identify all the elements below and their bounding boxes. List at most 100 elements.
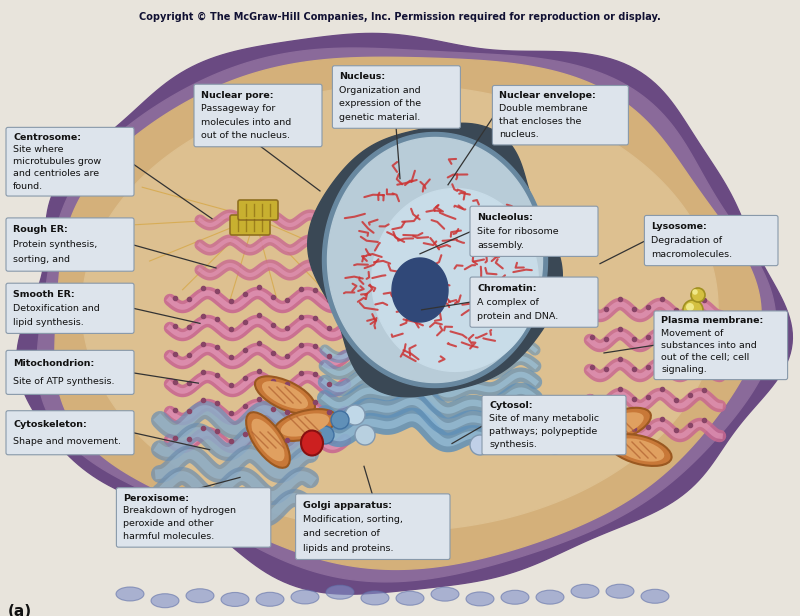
Ellipse shape — [616, 439, 664, 461]
Text: harmful molecules.: harmful molecules. — [123, 532, 214, 541]
Text: Smooth ER:: Smooth ER: — [13, 290, 74, 299]
Text: Nuclear envelope:: Nuclear envelope: — [499, 91, 596, 100]
Ellipse shape — [703, 343, 710, 351]
Text: (a): (a) — [8, 604, 32, 616]
Ellipse shape — [608, 434, 672, 466]
Text: Rough ER:: Rough ER: — [13, 225, 68, 234]
Text: signaling.: signaling. — [661, 365, 706, 374]
Text: Detoxification and: Detoxification and — [13, 304, 100, 313]
Text: sorting, and: sorting, and — [13, 255, 70, 264]
FancyBboxPatch shape — [6, 218, 134, 271]
Polygon shape — [37, 48, 776, 582]
Ellipse shape — [221, 593, 249, 606]
Ellipse shape — [700, 326, 706, 332]
Text: out of the cell; cell: out of the cell; cell — [661, 353, 750, 362]
Text: pathways; polypeptide: pathways; polypeptide — [489, 427, 598, 436]
Text: peroxide and other: peroxide and other — [123, 519, 214, 529]
Text: Protein synthesis,: Protein synthesis, — [13, 240, 98, 249]
Ellipse shape — [692, 289, 698, 295]
Text: Modification, sorting,: Modification, sorting, — [302, 515, 402, 524]
Text: Site of many metabolic: Site of many metabolic — [489, 414, 599, 423]
Ellipse shape — [331, 411, 349, 429]
Polygon shape — [17, 33, 792, 594]
Text: macromolecules.: macromolecules. — [651, 250, 733, 259]
Text: out of the nucleus.: out of the nucleus. — [201, 131, 290, 140]
Text: Golgi apparatus:: Golgi apparatus: — [302, 501, 392, 509]
Text: that encloses the: that encloses the — [499, 117, 582, 126]
Text: microtubules grow: microtubules grow — [13, 157, 101, 166]
Ellipse shape — [255, 376, 315, 414]
Polygon shape — [372, 188, 538, 371]
Text: Mitochondrion:: Mitochondrion: — [13, 359, 94, 368]
Ellipse shape — [466, 592, 494, 606]
FancyBboxPatch shape — [6, 283, 134, 333]
Text: and centrioles are: and centrioles are — [13, 169, 99, 179]
Ellipse shape — [571, 584, 599, 598]
Ellipse shape — [345, 405, 365, 425]
Ellipse shape — [470, 435, 490, 455]
Text: Site for ribosome: Site for ribosome — [477, 227, 558, 236]
Text: substances into and: substances into and — [661, 341, 757, 350]
Polygon shape — [82, 85, 718, 531]
Text: and secretion of: and secretion of — [302, 529, 379, 538]
Text: Nucleus:: Nucleus: — [339, 72, 386, 81]
Polygon shape — [308, 123, 562, 397]
Ellipse shape — [596, 412, 644, 438]
FancyBboxPatch shape — [645, 216, 778, 265]
Ellipse shape — [536, 590, 564, 604]
Text: Movement of: Movement of — [661, 328, 723, 338]
Text: Chromatin:: Chromatin: — [477, 283, 537, 293]
Polygon shape — [327, 137, 542, 383]
Ellipse shape — [396, 591, 424, 606]
Ellipse shape — [701, 341, 719, 359]
FancyBboxPatch shape — [194, 84, 322, 147]
Text: molecules into and: molecules into and — [201, 118, 291, 127]
Text: Peroxisome:: Peroxisome: — [123, 493, 190, 503]
Text: Double membrane: Double membrane — [499, 104, 588, 113]
Text: Passageway for: Passageway for — [201, 104, 275, 113]
Text: Degradation of: Degradation of — [651, 236, 722, 245]
Ellipse shape — [501, 590, 529, 604]
Ellipse shape — [262, 381, 308, 409]
Ellipse shape — [246, 412, 290, 468]
Ellipse shape — [606, 584, 634, 598]
FancyBboxPatch shape — [492, 86, 629, 145]
Ellipse shape — [536, 421, 554, 439]
Ellipse shape — [431, 587, 459, 601]
Ellipse shape — [698, 324, 714, 340]
Ellipse shape — [355, 425, 375, 445]
Text: Breakdown of hydrogen: Breakdown of hydrogen — [123, 506, 237, 516]
Ellipse shape — [691, 288, 705, 302]
Text: Cytosol:: Cytosol: — [489, 401, 533, 410]
Ellipse shape — [274, 409, 337, 441]
Ellipse shape — [316, 426, 334, 444]
Text: lipid synthesis.: lipid synthesis. — [13, 318, 84, 327]
FancyBboxPatch shape — [482, 395, 626, 455]
Ellipse shape — [301, 431, 323, 455]
Text: Site of ATP synthesis.: Site of ATP synthesis. — [13, 376, 114, 386]
Text: Plasma membrane:: Plasma membrane: — [661, 317, 763, 325]
Polygon shape — [55, 57, 761, 569]
Text: expression of the: expression of the — [339, 99, 422, 108]
Text: Organization and: Organization and — [339, 86, 421, 95]
FancyBboxPatch shape — [654, 311, 787, 379]
FancyBboxPatch shape — [117, 488, 270, 547]
Text: nucleus.: nucleus. — [499, 130, 539, 139]
Ellipse shape — [186, 589, 214, 602]
Text: genetic material.: genetic material. — [339, 113, 421, 122]
FancyBboxPatch shape — [6, 351, 134, 394]
Ellipse shape — [683, 300, 703, 320]
Ellipse shape — [326, 585, 354, 599]
Ellipse shape — [546, 436, 564, 454]
FancyBboxPatch shape — [6, 411, 134, 455]
Text: Nuclear pore:: Nuclear pore: — [201, 91, 274, 100]
FancyBboxPatch shape — [230, 215, 270, 235]
FancyBboxPatch shape — [470, 206, 598, 256]
Ellipse shape — [490, 420, 510, 440]
FancyBboxPatch shape — [296, 494, 450, 559]
Text: Lysosome:: Lysosome: — [651, 222, 707, 231]
Text: lipids and proteins.: lipids and proteins. — [302, 544, 393, 553]
Ellipse shape — [641, 590, 669, 603]
Text: Shape and movement.: Shape and movement. — [13, 437, 121, 446]
FancyBboxPatch shape — [470, 277, 598, 327]
